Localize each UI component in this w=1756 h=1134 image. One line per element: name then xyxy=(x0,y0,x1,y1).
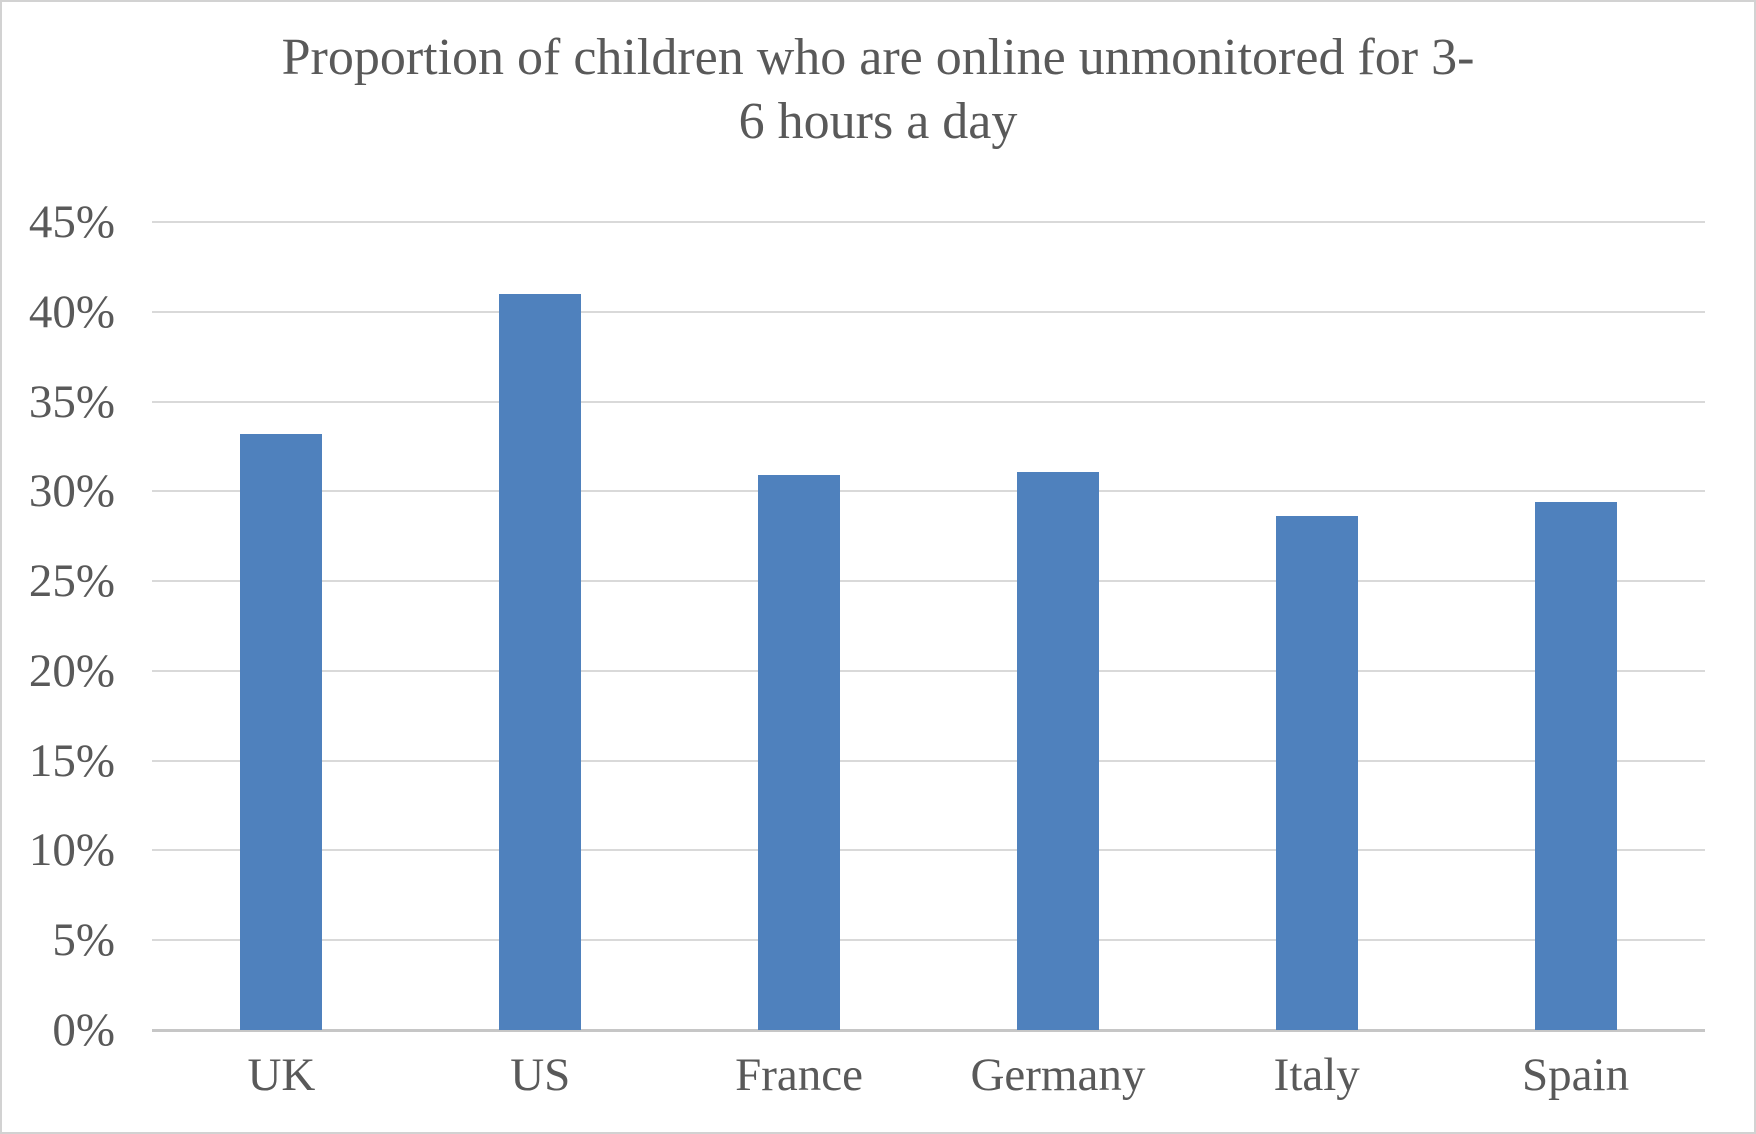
chart-title: Proportion of children who are online un… xyxy=(2,26,1754,154)
bar-us xyxy=(499,293,582,1030)
bar-uk xyxy=(240,433,323,1030)
gridline xyxy=(152,759,1705,762)
x-axis-category-label: France xyxy=(735,1049,864,1101)
bar-germany xyxy=(1016,471,1099,1030)
x-axis-category-label: Italy xyxy=(1273,1049,1360,1101)
y-axis-tick-label: 25% xyxy=(28,555,115,608)
gridline xyxy=(152,849,1705,852)
bar-italy xyxy=(1275,516,1358,1030)
y-axis-tick-label: 0% xyxy=(52,1004,115,1056)
gridline xyxy=(152,580,1705,583)
gridline xyxy=(152,669,1705,672)
y-axis-tick-label: 35% xyxy=(28,375,115,428)
gridline xyxy=(152,400,1705,403)
y-axis-tick-label: 20% xyxy=(28,644,115,697)
y-axis-tick-label: 30% xyxy=(28,465,115,518)
gridline xyxy=(152,310,1705,313)
x-axis-category-label: Germany xyxy=(970,1049,1146,1101)
chart-title-line-1: Proportion of children who are online un… xyxy=(281,29,1475,86)
x-axis-category-label: US xyxy=(510,1049,571,1101)
y-axis-tick-label: 5% xyxy=(52,914,115,967)
y-axis-tick-label: 15% xyxy=(28,734,115,787)
gridline xyxy=(152,221,1705,223)
y-axis-tick-label: 40% xyxy=(28,285,115,338)
x-axis-category-label: UK xyxy=(247,1049,316,1101)
x-axis-category-label: Spain xyxy=(1522,1049,1630,1101)
y-axis-tick-label: 10% xyxy=(28,824,115,877)
bar-spain xyxy=(1534,502,1617,1030)
y-axis-tick-label: 45% xyxy=(28,196,115,248)
x-axis-line xyxy=(152,1029,1705,1032)
chart-title-line-2: 6 hours a day xyxy=(738,93,1018,150)
gridline xyxy=(152,490,1705,493)
gridline xyxy=(152,939,1705,942)
bar-france xyxy=(758,475,841,1030)
